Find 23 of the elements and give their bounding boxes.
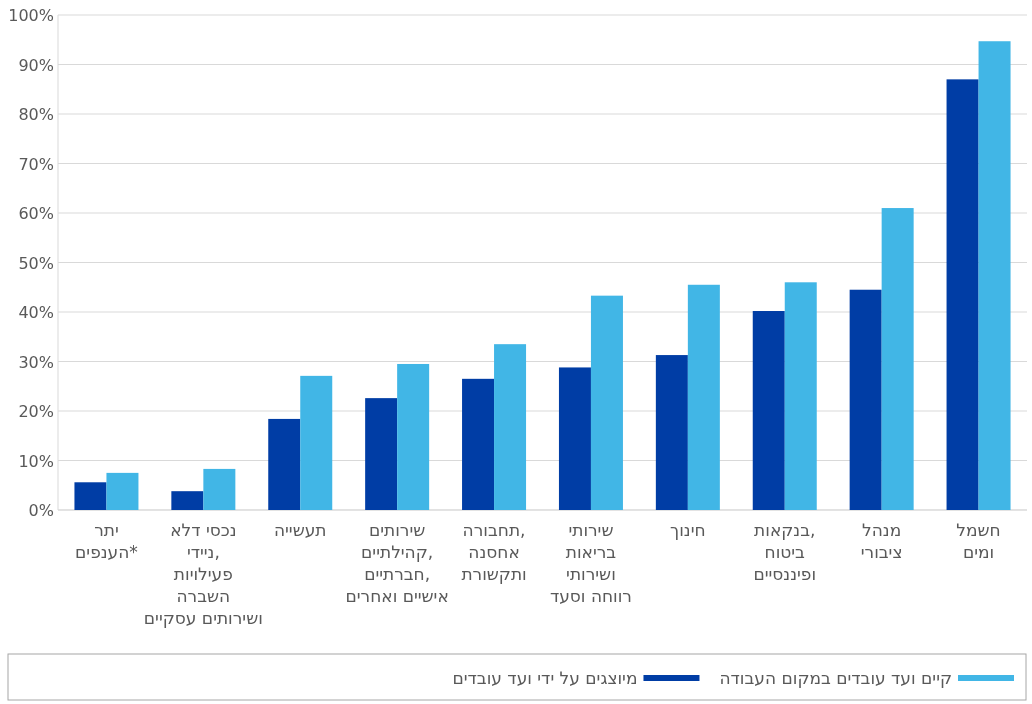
xtick: חינוך bbox=[670, 520, 706, 540]
xtick: תעשייה bbox=[273, 520, 327, 540]
ytick: 100% bbox=[8, 6, 54, 25]
xtick: שירותים קהילתיים, חברתיים, אישיים ואחרים bbox=[345, 520, 449, 606]
xtick: שירותי בריאות ושירותי רווחה וסעד bbox=[549, 520, 632, 606]
ytick: 30% bbox=[18, 352, 54, 372]
xtick: יתר הענפים* bbox=[75, 520, 138, 562]
ytick: 90% bbox=[18, 55, 54, 75]
xtick: בנקאות, ביטוח ופיננסיים bbox=[753, 520, 817, 584]
xtick: תחבורה, אחסנה ותקשורת bbox=[461, 520, 527, 584]
legend: קיים ועד עובדים במקום העבודה bbox=[719, 668, 952, 688]
ytick: 80% bbox=[18, 105, 54, 124]
ytick: 0% bbox=[28, 501, 54, 520]
ytick: 20% bbox=[18, 402, 54, 421]
ytick: 50% bbox=[18, 253, 54, 273]
legend: מיוצגים על ידי ועד עובדים bbox=[452, 668, 638, 688]
xtick: מנהל ציבורי bbox=[860, 520, 903, 562]
ytick: 70% bbox=[18, 154, 54, 174]
xtick: נכסי דלא ניידי, פעילויות השברה ושירותים עסקיים bbox=[143, 520, 263, 628]
ytick: 40% bbox=[18, 303, 54, 322]
ytick: 60% bbox=[18, 204, 54, 223]
xtick: חשמל ומים bbox=[956, 520, 1001, 562]
ytick: 10% bbox=[18, 451, 54, 471]
